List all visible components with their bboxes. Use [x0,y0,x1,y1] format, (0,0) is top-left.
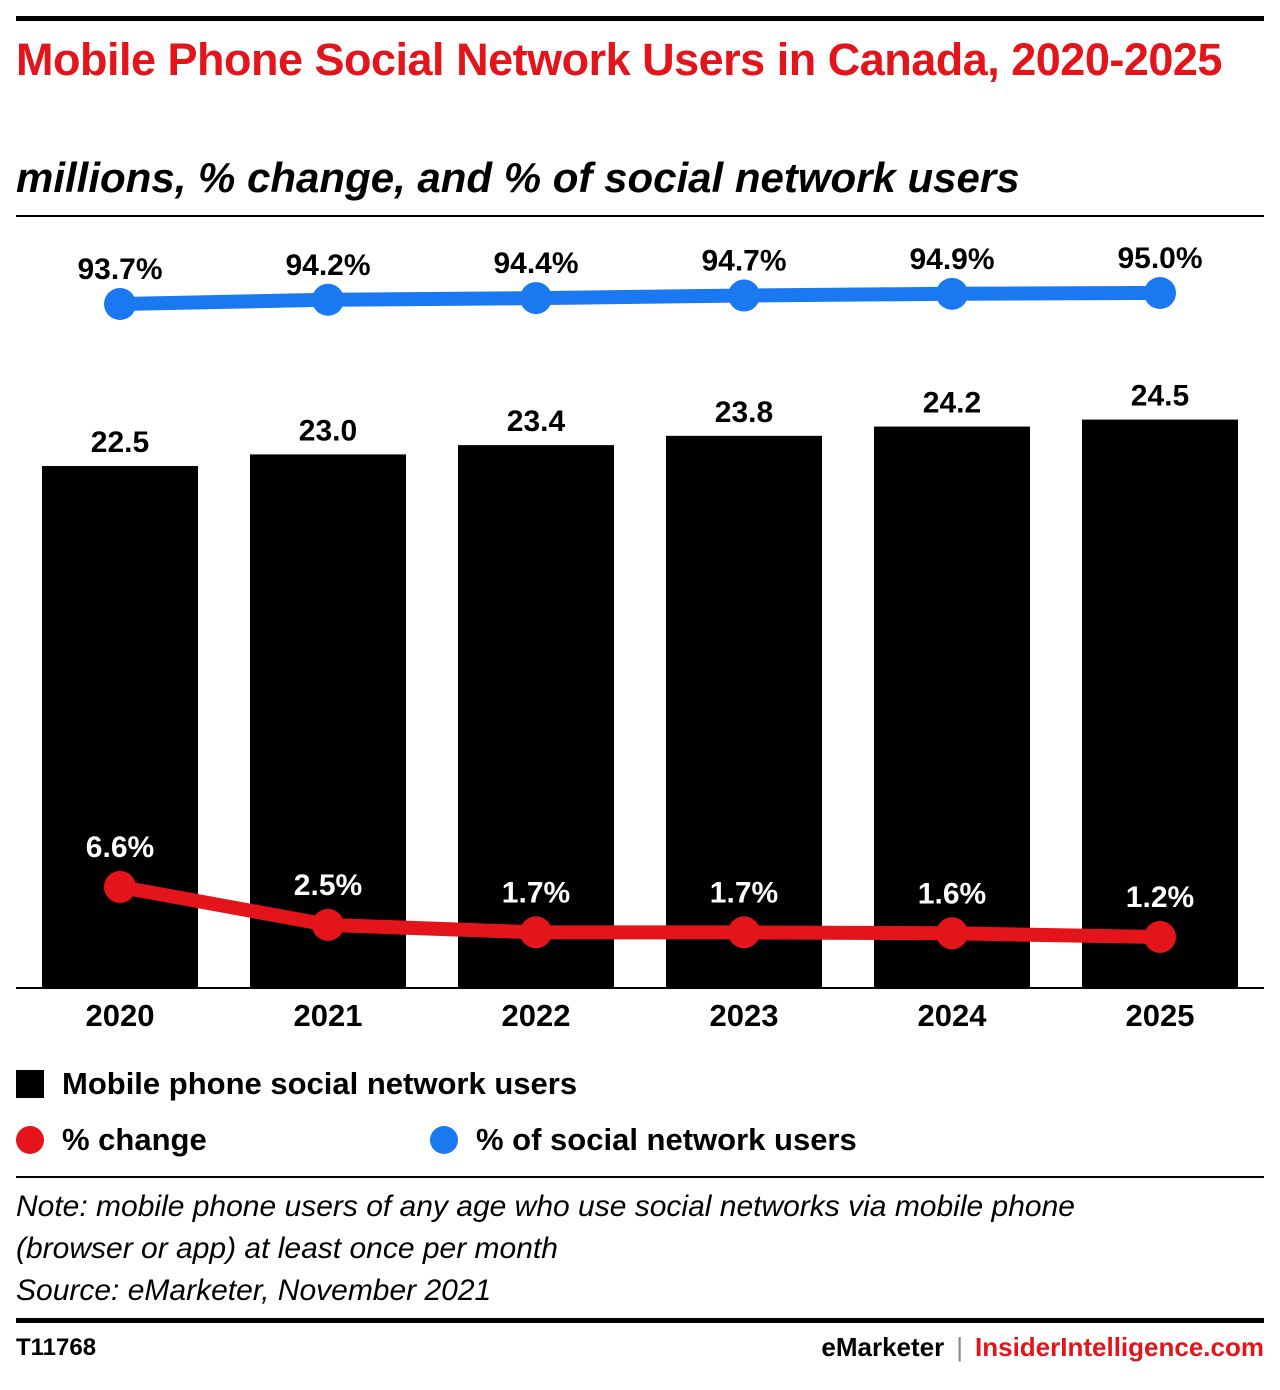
change-point-2024 [936,917,968,950]
x-tick-label-2025: 2025 [1126,998,1195,1033]
chart-subtitle: millions, % change, and % of social netw… [16,154,1020,201]
brand-insider-intelligence: InsiderIntelligence.com [975,1332,1264,1362]
top-rule [16,16,1264,21]
note-line-2: (browser or app) at least once per month [16,1232,558,1265]
change-label-2022: 1.7% [502,876,570,909]
legend-item-users: Mobile phone social network users [16,1066,577,1102]
legend-divider [16,1176,1264,1178]
bar-2022 [458,445,614,988]
change-point-2021 [312,908,344,941]
x-tick-label-2020: 2020 [86,998,155,1033]
share-label-2022: 94.4% [493,247,578,280]
change-label-2021: 2.5% [294,869,362,902]
share-label-2021: 94.2% [285,249,370,282]
legend-item-change: % change [16,1122,207,1158]
share-point-2020 [104,288,136,320]
bar-2020 [42,466,198,988]
legend-swatch-change [16,1126,44,1154]
legend-label-users: Mobile phone social network users [62,1066,578,1101]
chart-id: T11768 [16,1334,97,1361]
change-label-2023: 1.7% [710,876,778,909]
legend-swatch-share [430,1126,458,1154]
legend: Mobile phone social network users % chan… [16,1060,1264,1170]
chart-title: Mobile Phone Social Network Users in Can… [16,34,1222,85]
change-label-2025: 1.2% [1126,881,1194,914]
note-line-1: Note: mobile phone users of any age who … [16,1190,1075,1223]
bar-value-label-2024: 24.2 [923,387,981,420]
legend-label-change: % change [62,1122,207,1157]
bar-value-label-2023: 23.8 [715,396,773,429]
brand-separator: | [956,1332,964,1362]
change-point-2025 [1144,921,1176,953]
bar-2021 [250,454,406,988]
footer-brand: eMarketer | InsiderIntelligence.com [821,1332,1264,1363]
note-block: Note: mobile phone users of any age who … [16,1186,1264,1312]
brand-emarketer: eMarketer [821,1332,945,1362]
share-point-2022 [520,282,552,315]
change-line [113,879,1167,944]
share-label-2025: 95.0% [1117,242,1202,275]
x-tick-label-2021: 2021 [294,998,363,1033]
legend-label-share: % of social network users [476,1122,857,1157]
legend-swatch-bar [16,1070,44,1098]
change-point-2020 [104,870,136,903]
bar-value-label-2020: 22.5 [91,426,149,459]
bottom-rule [16,1318,1264,1323]
share-point-2025 [1144,277,1176,309]
x-tick-label-2022: 2022 [502,998,571,1033]
change-label-2020: 6.6% [86,831,154,864]
change-point-2022 [520,916,552,949]
source-line: Source: eMarketer, November 2021 [16,1274,492,1307]
change-point-2023 [728,916,760,949]
bar-2023 [666,435,822,989]
x-tick-label-2024: 2024 [918,998,988,1033]
share-point-2023 [728,279,760,312]
bar-value-label-2025: 24.5 [1131,380,1189,413]
share-point-2021 [312,283,344,316]
legend-item-share: % of social network users [430,1122,857,1158]
share-label-2020: 93.7% [77,253,162,286]
bar-value-label-2022: 23.4 [507,405,566,438]
share-line [113,286,1167,311]
header-divider [16,215,1264,217]
bar-2025 [1082,419,1238,989]
share-point-2024 [936,277,968,310]
bar-2024 [874,426,1030,988]
x-tick-label-2023: 2023 [710,998,779,1033]
share-label-2023: 94.7% [701,245,786,278]
bar-value-label-2021: 23.0 [299,414,357,447]
combo-chart: 22.5 23.0 23.4 23.8 24.2 24.5 2020 2021 2022 2023… [16,242,1264,1033]
change-label-2024: 1.6% [918,877,986,910]
share-label-2024: 94.9% [909,243,994,276]
